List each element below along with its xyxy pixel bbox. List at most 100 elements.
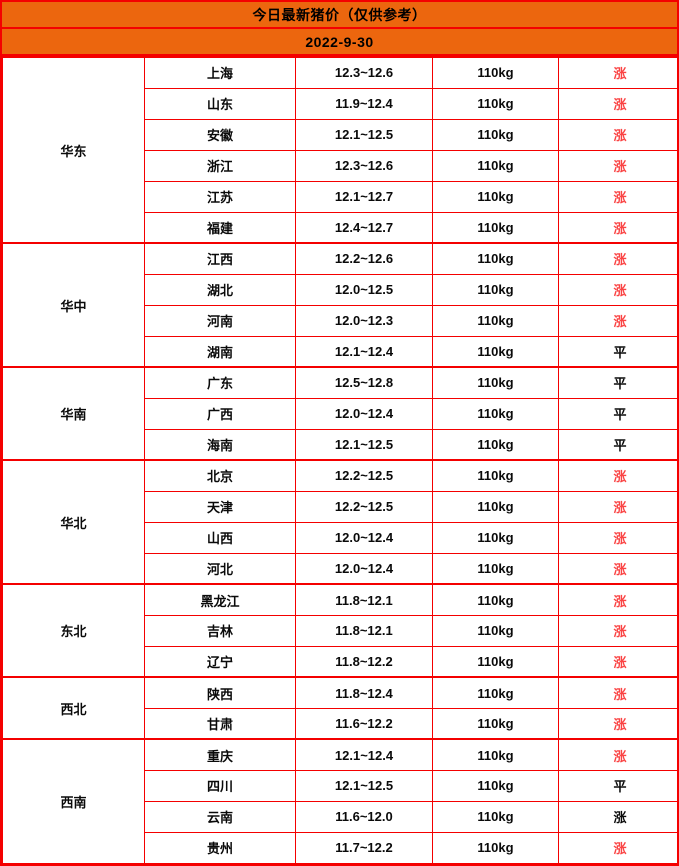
weight-cell: 110kg — [432, 397, 559, 430]
trend-cell: 涨 — [558, 56, 677, 89]
price-range-cell: 12.0~12.4 — [295, 552, 433, 585]
province-cell: 辽宁 — [144, 645, 296, 678]
trend-cell: 涨 — [558, 304, 677, 337]
weight-cell: 110kg — [432, 335, 559, 368]
trend-cell: 涨 — [558, 738, 677, 771]
province-cell: 吉林 — [144, 614, 296, 647]
province-cell: 山东 — [144, 87, 296, 120]
weight-cell: 110kg — [432, 118, 559, 151]
table-row: 东北 黑龙江 11.8~12.1 110kg 涨 — [2, 583, 677, 678]
weight-cell: 110kg — [432, 304, 559, 337]
province-cell: 湖南 — [144, 335, 296, 368]
weight-cell: 110kg — [432, 521, 559, 554]
trend-cell: 涨 — [558, 459, 677, 492]
province-cell: 甘肃 — [144, 707, 296, 740]
weight-cell: 110kg — [432, 180, 559, 213]
trend-cell: 平 — [558, 335, 677, 368]
price-range-cell: 12.1~12.4 — [295, 335, 433, 368]
trend-cell: 涨 — [558, 800, 677, 833]
table-date: 2022-9-30 — [2, 29, 677, 56]
trend-cell: 平 — [558, 397, 677, 430]
province-cell: 广东 — [144, 366, 296, 399]
weight-cell: 110kg — [432, 56, 559, 89]
province-cell: 江苏 — [144, 180, 296, 213]
table-row: 华北 北京 12.2~12.5 110kg 涨 — [2, 459, 677, 585]
trend-cell: 涨 — [558, 118, 677, 151]
trend-cell: 涨 — [558, 676, 677, 709]
weight-cell: 110kg — [432, 273, 559, 306]
table-row: 四川 12.1~12.5 110kg 平 — [3, 769, 677, 802]
province-cell: 海南 — [144, 428, 296, 461]
table-row: 西南 重庆 12.1~12.4 110kg 涨 — [2, 738, 677, 864]
table-title: 今日最新猪价（仅供参考） — [2, 2, 677, 29]
table-row: 山西 12.0~12.4 110kg 涨 — [3, 521, 677, 554]
trend-cell: 涨 — [558, 273, 677, 306]
price-range-cell: 12.0~12.3 — [295, 304, 433, 337]
region-label: 华南 — [2, 366, 145, 461]
price-range-cell: 11.8~12.1 — [295, 583, 433, 616]
table-row: 华南 广东 12.5~12.8 110kg 平 — [2, 366, 677, 461]
province-cell: 河南 — [144, 304, 296, 337]
trend-cell: 平 — [558, 428, 677, 461]
price-range-cell: 12.1~12.4 — [295, 738, 433, 771]
region-label: 东北 — [2, 583, 145, 678]
trend-cell: 涨 — [558, 521, 677, 554]
table-row: 吉林 11.8~12.1 110kg 涨 — [3, 614, 677, 647]
province-cell: 安徽 — [144, 118, 296, 151]
price-range-cell: 12.1~12.5 — [295, 428, 433, 461]
province-cell: 山西 — [144, 521, 296, 554]
weight-cell: 110kg — [432, 738, 559, 771]
price-range-cell: 11.8~12.2 — [295, 645, 433, 678]
table-row: 辽宁 11.8~12.2 110kg 涨 — [3, 645, 677, 678]
price-range-cell: 12.1~12.5 — [295, 118, 433, 151]
price-range-cell: 12.2~12.5 — [295, 490, 433, 523]
table-row: 贵州 11.7~12.2 110kg 涨 — [3, 831, 677, 864]
province-cell: 河北 — [144, 552, 296, 585]
weight-cell: 110kg — [432, 614, 559, 647]
price-table-wrap: 华东 上海 12.3~12.6 110kg 涨山东 11.9~12.4 110kg 涨安徽 12… — [2, 56, 677, 864]
trend-cell: 涨 — [558, 583, 677, 616]
price-range-cell: 12.3~12.6 — [295, 56, 433, 89]
price-range-cell: 12.4~12.7 — [295, 211, 433, 244]
table-row: 天津 12.2~12.5 110kg 涨 — [3, 490, 677, 523]
weight-cell: 110kg — [432, 242, 559, 275]
price-range-cell: 12.3~12.6 — [295, 149, 433, 182]
trend-cell: 平 — [558, 769, 677, 802]
weight-cell: 110kg — [432, 583, 559, 616]
table-row: 华中 江西 12.2~12.6 110kg 涨 — [2, 242, 677, 368]
province-cell: 陕西 — [144, 676, 296, 709]
province-cell: 四川 — [144, 769, 296, 802]
price-range-cell: 11.6~12.2 — [295, 707, 433, 740]
weight-cell: 110kg — [432, 800, 559, 833]
table-row: 江苏 12.1~12.7 110kg 涨 — [3, 180, 677, 213]
table-row: 华东 上海 12.3~12.6 110kg 涨 — [2, 56, 677, 244]
price-table-body: 华东 上海 12.3~12.6 110kg 涨山东 11.9~12.4 110kg 涨安徽 12… — [2, 56, 677, 864]
table-row: 河北 12.0~12.4 110kg 涨 — [3, 552, 677, 585]
price-range-cell: 12.2~12.5 — [295, 459, 433, 492]
trend-cell: 涨 — [558, 149, 677, 182]
weight-cell: 110kg — [432, 149, 559, 182]
trend-cell: 涨 — [558, 242, 677, 275]
region-label: 华北 — [2, 459, 145, 585]
weight-cell: 110kg — [432, 366, 559, 399]
region-label: 华中 — [2, 242, 145, 368]
trend-cell: 平 — [558, 366, 677, 399]
table-row: 湖南 12.1~12.4 110kg 平 — [3, 335, 677, 368]
province-cell: 广西 — [144, 397, 296, 430]
weight-cell: 110kg — [432, 831, 559, 864]
price-range-cell: 12.1~12.7 — [295, 180, 433, 213]
province-cell: 浙江 — [144, 149, 296, 182]
table-row: 河南 12.0~12.3 110kg 涨 — [3, 304, 677, 337]
price-table: 华东 上海 12.3~12.6 110kg 涨山东 11.9~12.4 110kg 涨安徽 12… — [2, 56, 677, 864]
price-range-cell: 12.0~12.5 — [295, 273, 433, 306]
region-label: 华东 — [2, 56, 145, 244]
trend-cell: 涨 — [558, 211, 677, 244]
price-range-cell: 11.6~12.0 — [295, 800, 433, 833]
price-range-cell: 11.9~12.4 — [295, 87, 433, 120]
province-cell: 福建 — [144, 211, 296, 244]
table-row: 山东 11.9~12.4 110kg 涨 — [3, 87, 677, 120]
table-row: 云南 11.6~12.0 110kg 涨 — [3, 800, 677, 833]
table-row: 西北 陕西 11.8~12.4 110kg 涨 — [2, 676, 677, 740]
price-range-cell: 12.1~12.5 — [295, 769, 433, 802]
